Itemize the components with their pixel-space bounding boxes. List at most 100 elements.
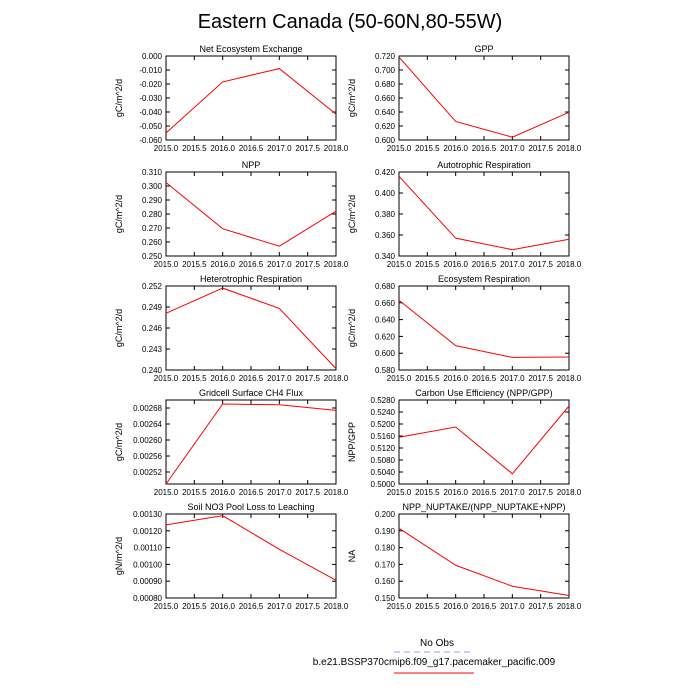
x-tick-label: 2016.5 xyxy=(239,488,264,497)
y-tick-label: 0.340 xyxy=(375,252,396,261)
y-axis-label: gC/m^2/d xyxy=(114,79,124,117)
x-tick-label: 2017.5 xyxy=(528,374,553,383)
y-tick-label: 0.5000 xyxy=(371,480,396,489)
y-axis-label: gC/m^2/d xyxy=(114,309,124,347)
x-tick-label: 2016.0 xyxy=(210,374,235,383)
plot-frame xyxy=(165,399,337,485)
x-tick-label: 2015.0 xyxy=(387,144,412,153)
chart-panel: Net Ecosystem Exchange 0.000 -0.010 -0.020 -… xyxy=(114,44,349,153)
chart-panel: Carbon Use Efficiency (NPP/GPP) 0.5280 0.5… xyxy=(347,388,582,497)
panel-title: Gridcell Surface CH4 Flux xyxy=(199,388,304,398)
x-tick-label: 2016.5 xyxy=(472,488,497,497)
y-tick-label: 0.00268 xyxy=(133,404,162,413)
chart-panel: GPP0.7200.7000.6800.6600.6400.6200.60020… xyxy=(347,44,582,153)
x-tick-label: 2017.5 xyxy=(295,144,320,153)
y-tick-label: 0.660 xyxy=(375,299,396,308)
chart-panel: Autotrophic Respiration 0.420 0.400 0.380 0.… xyxy=(347,160,582,269)
y-tick-label: 0.620 xyxy=(375,332,396,341)
y-tick-label: 0.00100 xyxy=(133,560,162,569)
x-tick-label: 2017.0 xyxy=(267,260,292,269)
legend-obs-label: No Obs xyxy=(420,638,454,649)
figure-title: Eastern Canada (50-60N,80-55W) xyxy=(198,11,503,33)
x-tick-label: 2015.5 xyxy=(182,260,207,269)
y-tick-label: 0.200 xyxy=(375,510,396,519)
x-tick-label: 2016.5 xyxy=(472,260,497,269)
x-tick-label: 2016.5 xyxy=(239,260,264,269)
panels-container: Net Ecosystem Exchange 0.000 -0.010 -0.020 -… xyxy=(114,44,582,611)
series-line xyxy=(398,175,570,251)
x-tick-label: 2015.0 xyxy=(154,260,179,269)
y-tick-label: 0.5040 xyxy=(371,468,396,477)
x-tick-label: 2017.0 xyxy=(267,374,292,383)
x-tick-label: 2015.5 xyxy=(415,260,440,269)
y-tick-label: 0.310 xyxy=(142,168,163,177)
y-tick-label: 0.640 xyxy=(375,316,396,325)
x-tick-label: 2016.0 xyxy=(443,260,468,269)
x-tick-label: 2016.0 xyxy=(210,144,235,153)
y-tick-label: -0.020 xyxy=(139,80,162,89)
x-tick-label: 2018.0 xyxy=(324,260,349,269)
panel-title: Ecosystem Respiration xyxy=(438,274,530,284)
x-tick-label: 2017.5 xyxy=(295,260,320,269)
y-tick-label: 0.640 xyxy=(375,108,396,117)
x-tick-label: 2017.0 xyxy=(500,602,525,611)
x-tick-label: 2015.5 xyxy=(182,488,207,497)
x-tick-label: 2017.0 xyxy=(267,602,292,611)
y-tick-label: 0.5080 xyxy=(371,456,396,465)
x-tick-label: 2016.0 xyxy=(443,374,468,383)
y-tick-label: -0.040 xyxy=(139,108,162,117)
panel-title: Autotrophic Respiration xyxy=(437,160,531,170)
y-tick-label: 0.252 xyxy=(142,282,163,291)
x-tick-label: 2015.0 xyxy=(387,374,412,383)
x-tick-label: 2017.5 xyxy=(528,260,553,269)
x-tick-label: 2018.0 xyxy=(324,374,349,383)
panel-title: Net Ecosystem Exchange xyxy=(199,44,302,54)
y-axis-label: gC/m^2/d xyxy=(347,195,357,233)
plot-frame xyxy=(398,171,570,257)
y-tick-label: 0.00264 xyxy=(133,420,162,429)
y-tick-label: 0.720 xyxy=(375,52,396,61)
y-tick-label: 0.246 xyxy=(142,324,163,333)
x-tick-label: 2015.0 xyxy=(154,602,179,611)
y-tick-label: 0.00260 xyxy=(133,436,162,445)
y-tick-label: 0.5200 xyxy=(371,420,396,429)
y-tick-label: 0.600 xyxy=(375,136,396,145)
y-tick-label: 0.00080 xyxy=(133,594,162,603)
x-tick-label: 2017.5 xyxy=(528,602,553,611)
series-line xyxy=(165,515,337,581)
series-line xyxy=(398,527,570,596)
series-line xyxy=(165,403,337,485)
x-tick-label: 2015.5 xyxy=(415,374,440,383)
y-tick-label: 0.5280 xyxy=(371,396,396,405)
y-tick-label: -0.050 xyxy=(139,122,162,131)
x-tick-label: 2016.0 xyxy=(443,144,468,153)
y-tick-label: 0.5120 xyxy=(371,444,396,453)
panel-title: Carbon Use Efficiency (NPP/GPP) xyxy=(415,388,552,398)
panel-title: GPP xyxy=(474,44,493,54)
plot-frame xyxy=(398,55,570,141)
x-tick-label: 2016.0 xyxy=(210,260,235,269)
y-tick-label: 0.249 xyxy=(142,303,163,312)
legend-model-label: b.e21.BSSP370cmip6.f09_g17.pacemaker_pac… xyxy=(313,657,556,668)
y-tick-label: 0.600 xyxy=(375,349,396,358)
chart-panel: Gridcell Surface CH4 Flux 0.00268 0.00264 0… xyxy=(114,388,349,497)
x-tick-label: 2017.5 xyxy=(295,602,320,611)
chart-panel: Soil NO3 Pool Loss to Leaching 0.00130 0.0… xyxy=(114,502,349,611)
y-tick-label: 0.680 xyxy=(375,282,396,291)
series-line xyxy=(165,287,337,369)
y-tick-label: 0.170 xyxy=(375,560,396,569)
panel-title: Heterotrophic Respiration xyxy=(200,274,302,284)
panel-title: NPP xyxy=(242,160,261,170)
chart-panel: Heterotrophic Respiration 0.252 0.249 0.246… xyxy=(114,274,349,383)
plot-frame xyxy=(165,513,337,599)
x-tick-label: 2015.5 xyxy=(415,488,440,497)
x-tick-label: 2015.0 xyxy=(154,488,179,497)
x-tick-label: 2015.5 xyxy=(415,602,440,611)
y-tick-label: 0.270 xyxy=(142,224,163,233)
legend: No Obs b.e21.BSSP370cmip6.f09_g17.pacema… xyxy=(313,638,556,674)
x-tick-label: 2015.5 xyxy=(182,374,207,383)
x-tick-label: 2015.0 xyxy=(387,602,412,611)
x-tick-label: 2018.0 xyxy=(557,374,582,383)
chart-panel: NPP_NUPTAKE/(NPP_NUPTAKE+NPP) 0.200 0.190 0… xyxy=(347,502,582,611)
y-axis-label: gN/m^2/d xyxy=(114,537,124,575)
